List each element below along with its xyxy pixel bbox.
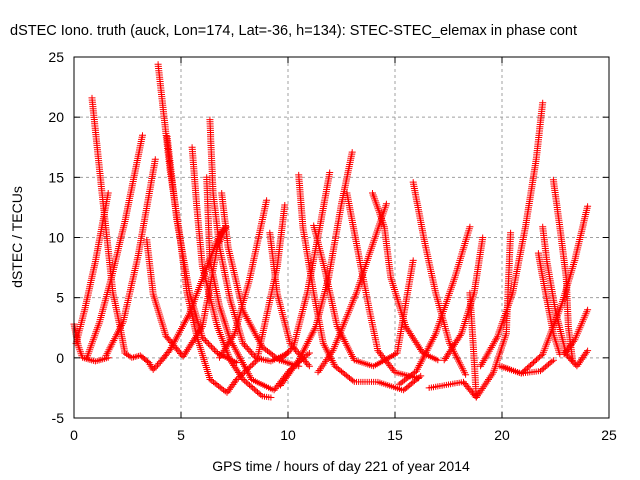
x-tick-label: 25 <box>601 427 617 443</box>
series-arc33 <box>498 357 557 377</box>
y-tick-label: -5 <box>52 410 65 426</box>
y-tick-label: 0 <box>56 350 64 366</box>
axis-ticks <box>73 56 610 419</box>
series-arc17 <box>277 149 356 389</box>
y-tick-label: 25 <box>48 49 64 65</box>
y-tick-label: 5 <box>56 290 64 306</box>
x-tick-label: 0 <box>70 427 78 443</box>
x-tick-labels: 0 5 10 15 20 25 <box>70 427 617 443</box>
series-arc25 <box>466 289 480 401</box>
series-arc20 <box>369 190 442 364</box>
y-tick-labels: -5 0 5 10 15 20 25 <box>48 49 64 426</box>
series-arc31 <box>560 306 592 358</box>
series-arc21 <box>314 200 390 376</box>
series-arc27 <box>477 99 547 370</box>
data-series <box>70 61 592 401</box>
series-arc12 <box>143 223 230 360</box>
series-arc23 <box>395 223 474 388</box>
y-tick-label: 20 <box>48 109 64 125</box>
series-arc5 <box>102 156 159 359</box>
series-arc2 <box>88 94 228 373</box>
series-arc4 <box>83 132 146 361</box>
series-arc7 <box>163 133 241 366</box>
series-arc13 <box>216 197 271 361</box>
x-tick-label: 10 <box>280 427 296 443</box>
series-arc19 <box>343 190 422 382</box>
grid-lines <box>74 57 609 418</box>
series-arc8 <box>188 144 275 401</box>
x-tick-label: 15 <box>387 427 403 443</box>
x-tick-label: 5 <box>177 427 185 443</box>
chart-title: dSTEC Iono. truth (auck, Lon=174, Lat=-3… <box>10 23 577 39</box>
x-tick-label: 20 <box>494 427 510 443</box>
series-arc32 <box>534 250 564 358</box>
y-tick-label: 15 <box>48 169 64 185</box>
series-arc3 <box>72 190 112 347</box>
y-axis-label: dSTEC / TECUs <box>9 186 25 288</box>
x-axis-label: GPS time / hours of day 221 of year 2014 <box>212 458 470 474</box>
y-tick-label: 10 <box>48 230 64 246</box>
